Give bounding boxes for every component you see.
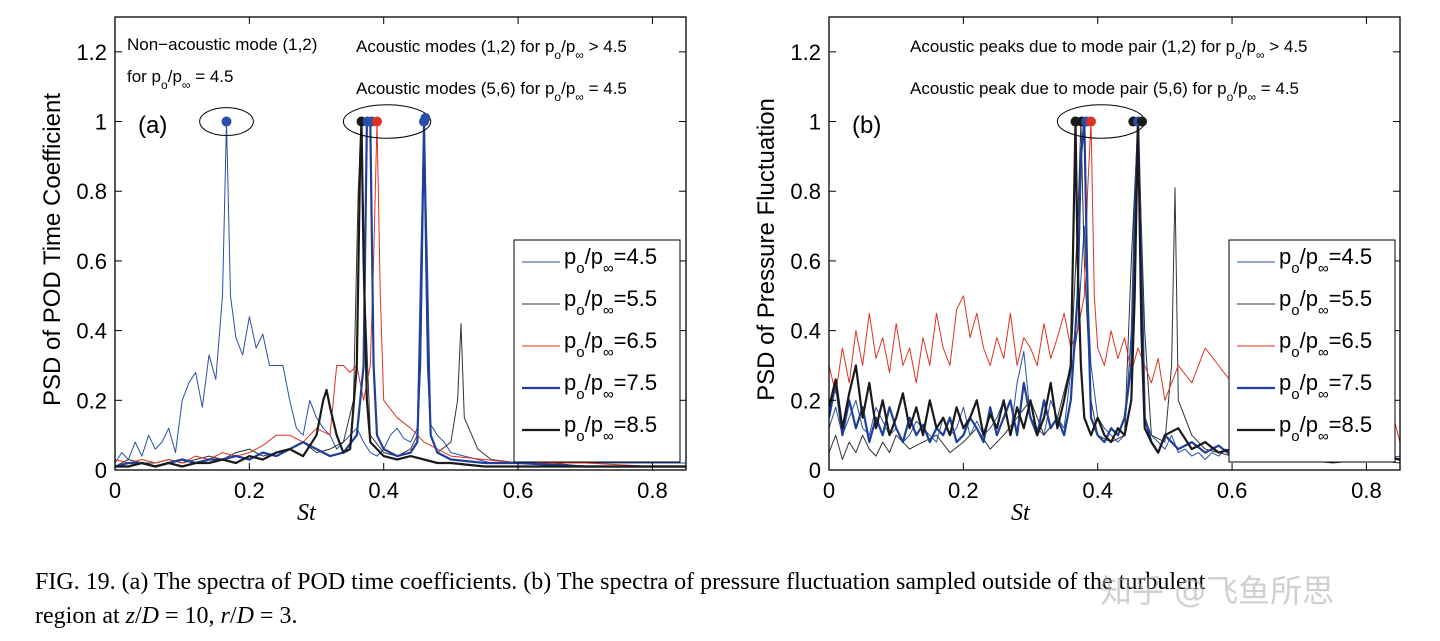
peak-marker-1 bbox=[221, 116, 232, 127]
y-tick-label: 1.2 bbox=[790, 40, 821, 65]
axes-frame bbox=[114, 16, 687, 471]
x-tick-label: 0.4 bbox=[368, 478, 399, 503]
y-tick-label: 0.4 bbox=[790, 319, 821, 344]
peak-marker-7 bbox=[420, 113, 431, 124]
annotation-4: Acoustic modes (5,6) for po/p∞ = 4.5 bbox=[356, 79, 627, 104]
x-tick-label: 0.8 bbox=[637, 478, 668, 503]
panel-a-chart: 0 0.2 0.4 0.6 0.8 0 0.2 0.4 0.6 0.8 1 1.2 St PSD of P… bbox=[39, 16, 687, 526]
legend-entry: po/p∞=7.5 bbox=[1279, 370, 1372, 403]
x-axis-label: St bbox=[1011, 500, 1031, 526]
legend-entry: po/p∞=6.5 bbox=[1279, 328, 1372, 361]
highlight-ellipse-2 bbox=[342, 104, 432, 139]
x-axis-label: St bbox=[297, 500, 317, 526]
caption-r: r bbox=[220, 603, 230, 629]
x-tick-label: 0.8 bbox=[1351, 478, 1382, 503]
caption-eq-1: = 10, bbox=[159, 603, 221, 629]
y-tick-label: 0.2 bbox=[790, 388, 821, 413]
legend: po/p∞=4.5 po/p∞=5.5 po/p∞=6.5 po/p∞=7.5 po/p… bbox=[1228, 239, 1396, 463]
x-tick-label: 0 bbox=[109, 478, 121, 503]
legend-box bbox=[513, 239, 681, 463]
x-tick-label: 0.4 bbox=[1082, 478, 1113, 503]
caption-region-text: region at bbox=[35, 603, 126, 629]
caption-eq-2: = 3. bbox=[253, 603, 298, 629]
panel-label: (a) bbox=[138, 112, 167, 139]
panel-b-chart: 0 0.2 0.4 0.6 0.8 0 0.2 0.4 0.6 0.8 1 1.2 St PSD of P… bbox=[753, 16, 1401, 526]
x-tick-label: 0 bbox=[823, 478, 835, 503]
annotation-1: Acoustic peaks due to mode pair (1,2) fo… bbox=[910, 37, 1308, 62]
legend-entry: po/p∞=7.5 bbox=[564, 370, 657, 403]
legend-entry: po/p∞=8.5 bbox=[564, 412, 657, 445]
series-group bbox=[115, 120, 686, 468]
peak-marker-5 bbox=[371, 116, 382, 127]
caption-z: z bbox=[125, 603, 135, 629]
highlight-ellipse-1 bbox=[199, 107, 254, 136]
y-axis-label: PSD of Pressure Fluctuation bbox=[753, 98, 780, 401]
annotation-1: Non−acoustic mode (1,2) bbox=[127, 35, 317, 54]
legend-entry: po/p∞=5.5 bbox=[564, 286, 657, 319]
legend-entry: po/p∞=4.5 bbox=[1279, 244, 1372, 277]
legend: po/p∞=4.5 po/p∞=5.5 po/p∞=6.5 po/p∞=7.5 po/p… bbox=[513, 239, 681, 463]
y-tick-label: 0.6 bbox=[790, 249, 821, 274]
legend-entry: po/p∞=5.5 bbox=[1279, 286, 1372, 319]
caption-slash-2: / bbox=[229, 603, 237, 629]
y-tick-label: 0.4 bbox=[76, 319, 107, 344]
x-tick-label: 0.6 bbox=[1217, 478, 1248, 503]
axes-frame bbox=[828, 16, 1401, 471]
series-line-8-5 bbox=[115, 120, 686, 468]
y-tick-label: 0.8 bbox=[76, 179, 107, 204]
caption-D-1: D bbox=[141, 603, 159, 629]
y-tick-label: 1 bbox=[809, 110, 821, 135]
series-line-6-5 bbox=[115, 121, 686, 467]
caption-line-2: region at z/D = 10, r/D = 3. bbox=[35, 599, 1420, 633]
legend-entry: po/p∞=4.5 bbox=[564, 244, 657, 277]
annotation-3: Acoustic modes (1,2) for po/p∞ > 4.5 bbox=[356, 37, 627, 62]
x-tick-label: 0.2 bbox=[234, 478, 265, 503]
y-tick-label: 0.2 bbox=[76, 388, 107, 413]
y-tick-label: 1.2 bbox=[76, 40, 107, 65]
series-line-7-5 bbox=[115, 120, 686, 468]
x-tick-label: 0.6 bbox=[503, 478, 534, 503]
caption-D-2: D bbox=[236, 603, 254, 629]
legend-entry: po/p∞=8.5 bbox=[1279, 412, 1372, 445]
annotation-2: Acoustic peak due to mode pair (5,6) for… bbox=[910, 79, 1299, 104]
y-tick-label: 0.6 bbox=[76, 249, 107, 274]
watermark: 知乎 @飞鱼所思 bbox=[1100, 572, 1335, 610]
y-tick-label: 0 bbox=[809, 458, 821, 483]
legend-entry: po/p∞=6.5 bbox=[564, 328, 657, 361]
series-line-5-5 bbox=[829, 121, 1400, 464]
annotation-2: for po/p∞ = 4.5 bbox=[127, 67, 233, 92]
x-tick-label: 0.2 bbox=[948, 478, 979, 503]
caption-slash-1: / bbox=[134, 603, 142, 629]
caption-line-1: FIG. 19. (a) The spectra of POD time coe… bbox=[35, 569, 1206, 595]
y-tick-label: 0 bbox=[95, 458, 107, 483]
y-tick-label: 1 bbox=[95, 110, 107, 135]
panel-label: (b) bbox=[852, 112, 881, 139]
peak-marker-4 bbox=[1085, 116, 1096, 127]
figure-caption: FIG. 19. (a) The spectra of POD time coe… bbox=[35, 565, 1420, 633]
y-axis-label: PSD of POD Time Coefficient bbox=[39, 93, 66, 406]
y-tick-label: 0.8 bbox=[790, 179, 821, 204]
figure: 0 0.2 0.4 0.6 0.8 0 0.2 0.4 0.6 0.8 1 1.2 St PSD of P… bbox=[39, 16, 1401, 526]
peak-marker-7 bbox=[1137, 116, 1148, 127]
legend-box bbox=[1228, 239, 1396, 463]
